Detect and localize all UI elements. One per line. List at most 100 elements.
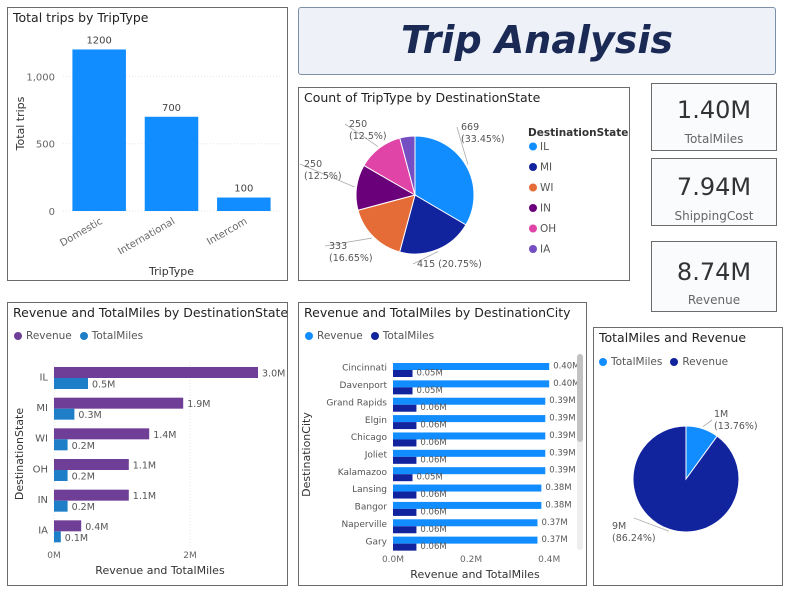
data-label: 700 [162,103,181,114]
data-label: 250 [304,159,322,170]
data-label: 0.06M [420,421,446,431]
leader-line [633,517,670,532]
city-chart-scrollbar[interactable] [577,354,583,550]
data-label: 0.06M [420,455,446,465]
bar [54,428,150,440]
data-label: 1.1M [133,491,156,502]
data-label: (33.45%) [461,134,505,145]
leader-line [324,237,372,247]
bar [54,397,184,409]
legend-label: IA [540,244,551,256]
legend-dot-icon [670,358,679,366]
legend-dot-icon [529,224,537,233]
card-label: TotalMiles [684,132,744,146]
data-label: 0.37M [541,535,567,545]
category-label: Elgin [365,416,387,426]
data-label: 0.39M [549,431,575,441]
bar [54,520,82,532]
chart-revenue-by-state[interactable]: Revenue and TotalMiles by DestinationSta… [7,302,288,586]
legend-item-totalmiles[interactable]: TotalMiles [370,330,434,342]
x-tick-label: 0.0M [382,555,404,565]
x-tick-label: 0.2M [460,555,482,565]
legend-label: Revenue [26,330,72,342]
bar [393,404,417,412]
state-hbar-chart: 0M 2M IL 3.0M 0.5M MI 1.9M 0.3M WI 1.4M 0.2M OH 1.1M… [13,362,285,577]
card-revenue[interactable]: 8.74M Revenue [651,241,777,312]
chart-title: Revenue and TotalMiles by DestinationSta… [13,305,288,320]
y-tick-label: 0 [49,207,55,218]
x-tick-label: 2M [183,551,197,561]
y-axis-label: DestinationCity [300,412,313,497]
legend-item-totalmiles[interactable]: TotalMiles [79,330,143,342]
legend-item-revenue[interactable]: Revenue [305,330,363,342]
legend-label: Revenue [317,330,363,342]
data-label: 9M [612,521,626,532]
legend-dot-icon [305,332,313,340]
chart-title: Count of TripType by DestinationState [304,90,541,105]
legend-item-totalmiles[interactable]: TotalMiles [599,356,662,368]
data-label: 0.2M [72,472,95,483]
data-label: 415 (20.75%) [417,259,482,270]
category-label: IL [39,372,48,383]
data-label: 1.4M [153,430,176,441]
chart-title: Total trips by TripType [13,10,149,25]
leader-line [456,126,469,165]
legend-dot-icon [79,332,88,340]
category-label: Cincinnati [342,364,387,374]
legend-label: Revenue [682,356,729,368]
state-pie-chart: 669(33.45%)415 (20.75%)333(16.65%)250(12… [299,119,628,270]
city-hbar-chart: 0.0M 0.2M 0.4M Cincinnati 0.40M 0.05M Davenpor… [300,362,579,582]
bar [393,432,546,440]
legend-dot-icon [370,332,379,340]
y-axis-label: DestinationState [13,408,26,500]
category-label: Davenport [340,381,388,391]
data-label: 0.3M [78,410,101,421]
chart-miles-revenue[interactable]: TotalMiles and Revenue TotalMiles Revenue… [593,327,783,586]
data-label: 0.05M [417,386,443,396]
x-tick-label: 0M [47,551,61,561]
data-label: 0.4M [85,522,108,533]
data-label: 100 [234,184,253,195]
scrollbar-thumb[interactable] [577,354,583,442]
chart-triptype-by-state[interactable]: Count of TripType by DestinationState 66… [298,87,630,281]
bar [393,519,538,527]
page-title: Trip Analysis [400,18,674,62]
category-label: WI [35,434,48,445]
data-label: (86.24%) [612,533,656,544]
data-label: 0.39M [549,466,575,476]
bar [393,363,550,370]
legend-dot-icon [14,332,22,340]
legend-item-revenue[interactable]: Revenue [14,330,72,342]
pie-slice [414,135,475,226]
legend: Revenue TotalMiles [14,330,151,342]
card-value: 8.74M [676,258,752,286]
card-total-miles[interactable]: 1.40M TotalMiles [651,83,777,151]
data-label: 333 [329,241,347,252]
legend-dot-icon [529,142,537,151]
bar [393,439,417,447]
legend-dot-icon [529,245,537,253]
data-label: 0.2M [72,441,95,452]
category-label: Joliet [364,451,388,461]
legend: TotalMiles Revenue [599,356,736,368]
legend-label: IL [540,141,549,153]
legend-label: OH [540,223,556,235]
data-label: (12.5%) [349,131,387,142]
chart-total-trips[interactable]: Total trips by TripType 0 500 1,000 1200 Dom… [7,7,288,281]
miles-revenue-pie-chart: 1M(13.76%) 9M(86.24%) [612,409,758,544]
card-shipping-cost[interactable]: 7.94M ShippingCost [651,158,777,226]
data-label: (12.5%) [304,171,342,182]
x-axis-label: TripType [148,265,194,278]
legend-dot-icon [599,358,607,366]
chart-revenue-by-city[interactable]: Revenue and TotalMiles by DestinationCit… [298,302,587,586]
legend-label: TotalMiles [611,356,663,368]
pie-slice [632,425,740,533]
legend-item-revenue[interactable]: Revenue [670,356,728,368]
data-label: 0.5M [92,380,115,391]
bar [393,422,417,430]
data-label: 0.37M [541,518,567,528]
bar [393,380,550,388]
pie-slice [357,194,416,253]
data-label: 0.38M [545,483,571,493]
card-value: 1.40M [676,96,752,124]
